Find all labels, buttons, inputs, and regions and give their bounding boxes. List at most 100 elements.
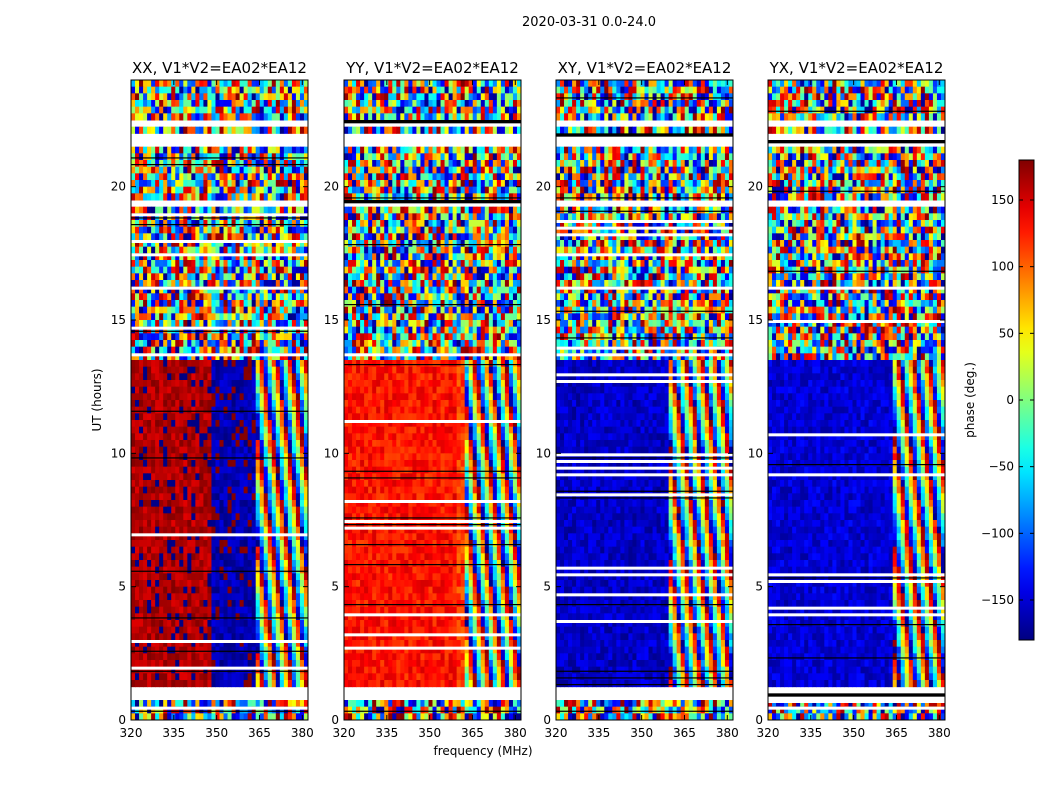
heatmap-cell: [231, 393, 237, 401]
heatmap-cell: [203, 506, 208, 514]
heatmap-cell: [400, 220, 405, 228]
heatmap-cell: [203, 713, 208, 720]
heatmap-cell: [171, 373, 176, 381]
heatmap-cell: [444, 146, 450, 154]
heatmap-cell: [175, 620, 180, 628]
heatmap-cell: [183, 706, 188, 714]
heatmap-cell: [223, 613, 229, 621]
heatmap-cell: [243, 180, 249, 188]
heatmap-cell: [207, 280, 212, 288]
heatmap-cell: [135, 406, 140, 414]
heatmap-cell: [352, 226, 357, 234]
heatmap-cell: [163, 180, 168, 188]
heatmap-cell: [147, 86, 152, 94]
heatmap-cell: [263, 346, 269, 354]
heatmap-cell: [512, 146, 518, 154]
heatmap-cell: [203, 353, 208, 361]
heatmap-cell: [251, 86, 257, 94]
heatmap-cell: [464, 113, 470, 121]
heatmap-cell: [223, 520, 229, 528]
heatmap-cell: [211, 653, 216, 661]
heatmap-cell: [295, 553, 301, 561]
heatmap-cell: [139, 366, 144, 374]
heatmap-cell: [179, 673, 184, 681]
heatmap-cell: [219, 706, 225, 714]
heatmap-cell: [303, 646, 308, 654]
heatmap-cell: [223, 640, 229, 648]
figure-title: 2020-03-31 0.0-24.0: [522, 15, 656, 30]
heatmap-cell: [179, 93, 184, 101]
heatmap-cell: [516, 233, 521, 241]
heatmap-cell: [492, 100, 498, 108]
heatmap-cell: [364, 173, 369, 181]
heatmap-cell: [348, 80, 353, 88]
heatmap-cell: [263, 486, 269, 494]
heatmap-cell: [295, 640, 301, 648]
heatmap-cell: [191, 286, 196, 294]
heatmap-cell: [207, 300, 212, 308]
heatmap-cell: [231, 400, 237, 408]
heatmap-cell: [231, 260, 237, 268]
heatmap-cell: [227, 640, 233, 648]
heatmap-cell: [492, 226, 498, 234]
heatmap-cell: [295, 466, 301, 474]
heatmap-cell: [460, 153, 466, 161]
heatmap-cell: [183, 333, 188, 341]
heatmap-cell: [291, 86, 297, 94]
heatmap-cell: [259, 500, 265, 508]
heatmap-cell: [259, 213, 265, 221]
heatmap-cell: [187, 173, 192, 181]
heatmap-cell: [279, 440, 285, 448]
heatmap-cell: [412, 240, 417, 248]
heatmap-cell: [259, 246, 265, 254]
heatmap-cell: [263, 93, 269, 101]
heatmap-cell: [299, 473, 305, 481]
heatmap-cell: [135, 293, 140, 301]
heatmap-cell: [207, 226, 212, 234]
heatmap-cell: [364, 86, 369, 94]
heatmap-cell: [171, 86, 176, 94]
heatmap-cell: [159, 420, 164, 428]
heatmap-cell: [271, 480, 277, 488]
heatmap-cell: [219, 373, 225, 381]
heatmap-cell: [364, 100, 369, 108]
heatmap-cell: [251, 306, 257, 314]
heatmap-cell: [167, 493, 172, 501]
heatmap-cell: [259, 620, 265, 628]
heatmap-cell: [155, 333, 160, 341]
heatmap-cell: [283, 473, 289, 481]
heatmap-cell: [167, 186, 172, 194]
heatmap-cell: [203, 433, 208, 441]
heatmap-cell: [376, 226, 381, 234]
heatmap-cell: [231, 93, 237, 101]
heatmap-cell: [203, 380, 208, 388]
heatmap-cell: [215, 480, 220, 488]
heatmap-cell: [139, 146, 144, 154]
heatmap-cell: [215, 493, 220, 501]
heatmap-cell: [163, 540, 168, 548]
heatmap-cell: [376, 160, 381, 168]
heatmap-cell: [516, 240, 521, 248]
heatmap-cell: [163, 526, 168, 534]
heatmap-cell: [400, 106, 405, 114]
heatmap-cell: [223, 113, 229, 121]
heatmap-cell: [203, 186, 208, 194]
heatmap-cell: [195, 326, 200, 334]
heatmap-cell: [183, 306, 188, 314]
heatmap-cell: [291, 660, 297, 668]
heatmap-cell: [436, 160, 442, 168]
heatmap-cell: [251, 540, 257, 548]
heatmap-cell: [159, 106, 164, 114]
heatmap-cell: [219, 246, 225, 254]
heatmap-cell: [360, 166, 365, 174]
heatmap-cell: [259, 313, 265, 321]
heatmap-cell: [131, 326, 136, 334]
heatmap-cell: [239, 306, 245, 314]
heatmap-cell: [299, 326, 305, 334]
heatmap-cell: [227, 340, 233, 348]
heatmap-cell: [163, 413, 168, 421]
heatmap-cell: [251, 366, 257, 374]
heatmap-cell: [199, 186, 204, 194]
heatmap-cell: [187, 586, 192, 594]
heatmap-cell: [235, 253, 241, 261]
